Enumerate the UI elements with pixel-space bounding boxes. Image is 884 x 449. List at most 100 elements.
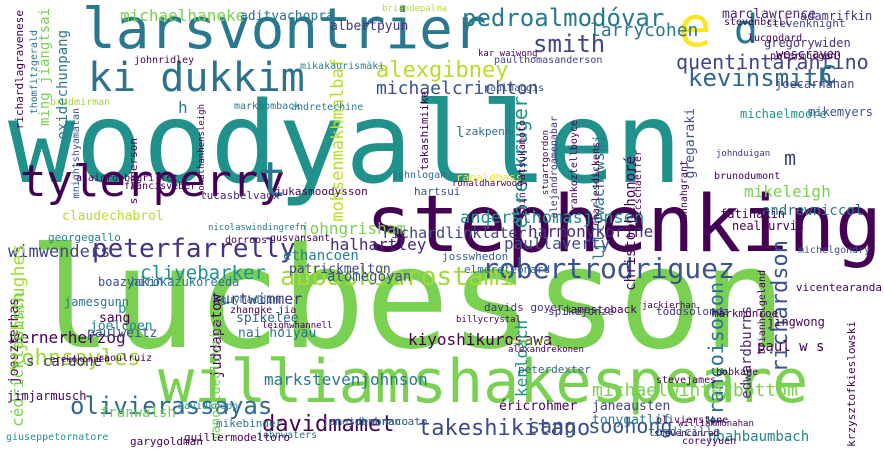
word-alejandroamenabar: alejandroamenabar xyxy=(549,116,560,219)
word-mikeleigh: mikeleigh xyxy=(744,182,831,201)
word-tylerperry: tylerperry xyxy=(20,156,285,207)
word-paulweitz: paulweitz xyxy=(87,326,158,341)
word-alexgibney: alexgibney xyxy=(376,58,509,83)
word-stevenbrill: stevenbrill xyxy=(724,17,791,28)
word-fatihakin: fatihakin xyxy=(720,207,786,221)
word-johnsayles: johnsayles xyxy=(8,346,141,371)
word-richardlinklater: richardlinklater xyxy=(382,224,527,242)
word-thomfitzgerald: thomfitzgerald xyxy=(29,30,40,115)
word-pedroalmod-var: pedroalmodóvar xyxy=(462,4,665,32)
word-bradmirman: bradmirman xyxy=(50,97,111,108)
word-zhangke-jia: zhangke jia xyxy=(230,305,297,316)
word-kiyoshikurosawa: kiyoshikurosawa xyxy=(408,330,553,349)
word-jukasmoodysson: jukasmoodysson xyxy=(275,185,368,198)
word-tonygatlif: tonygatlif xyxy=(592,413,671,428)
word-andrewniccol: andrewniccol xyxy=(762,203,864,219)
word-janeausten: janeausten xyxy=(592,399,671,414)
word-s-anderson: s anderson xyxy=(127,138,140,205)
word-michelgondry: michelgondry xyxy=(798,245,871,256)
word-josswhedon: josswhedon xyxy=(442,250,509,263)
word-tomdicillo: tomdicillo xyxy=(648,425,721,439)
word-smith: smith xyxy=(533,30,606,58)
word-elmoreleonard: elmoreleonard xyxy=(464,263,551,276)
word-fran-oisozon: françoisozon xyxy=(704,282,728,427)
word-m: m xyxy=(784,146,797,170)
word-ming-jiangtsai: ming jiangtsai xyxy=(37,8,53,127)
word-mikakaurism-ki: mikakaurismäki xyxy=(300,61,385,72)
word-hirokazukoreeda: hirokazukoreeda xyxy=(131,275,240,289)
word-brianhelgeland: brianhelgeland xyxy=(757,270,768,355)
word-peterfarrelly: peterfarrelly xyxy=(92,234,296,264)
word-olivierstone: olivierstone xyxy=(656,415,729,426)
word-woodyallen: woodyallen xyxy=(8,79,683,209)
word-nicolaswindingrefn: nicolaswindingrefn xyxy=(208,223,306,233)
word-williammonahan: williammonahan xyxy=(678,419,754,429)
word-andersthomasjensen: andersthomasjensen xyxy=(460,208,645,228)
word-harmonykorine: harmonykorine xyxy=(528,222,654,241)
word-guymaddin: guymaddin xyxy=(220,293,280,306)
word-giuseppetornatore: giuseppetornatore xyxy=(6,432,109,443)
word-c-dricklapisch: cédricklapisch xyxy=(8,292,27,427)
word-gusvansant: gusvansant xyxy=(270,233,331,244)
word-williamshakespeare: williamshakespeare xyxy=(158,347,809,417)
word-mikebinder: mikebinder xyxy=(216,417,283,430)
word-johnwaters: johnwaters xyxy=(257,430,318,441)
word-halhartley: halhartley xyxy=(330,235,427,254)
word-spikelee: spikelee xyxy=(236,311,299,326)
word-abbaskiarostami: abbaskiarostami xyxy=(280,262,515,292)
word-coreyyuen: coreyyuen xyxy=(682,436,737,447)
word-erekokonnen: erekokonnen xyxy=(50,355,110,365)
word-stuartgordon: stuartgordon xyxy=(541,130,551,196)
word-shin-yatsukamoto: shin'yatsukamoto xyxy=(517,120,528,217)
word-davidkoepp: davidkoepp xyxy=(178,401,239,412)
word-kevinsmith: kevinsmith xyxy=(688,64,833,92)
word-michaelmoore: michaelmoore xyxy=(740,107,827,121)
word-dorroos: dorroos xyxy=(225,235,268,246)
word-ki-dukkim: ki dukkim xyxy=(88,55,305,101)
word-leighwhannell: leighwhannell xyxy=(262,321,333,331)
word-michaelwinterbottom: michaelwinterbottom xyxy=(592,380,798,401)
word-s-cardone: s cardone xyxy=(26,354,102,370)
word-franwalsh: franwalsh xyxy=(100,405,176,421)
word-kenloach: kenloach xyxy=(512,320,531,398)
word-stevenconrad: stevenconrad xyxy=(654,429,720,439)
word-noahbaumbach: noahbaumbach xyxy=(708,429,810,445)
word-krzysztofkieslowski: krzysztofkieslowski xyxy=(845,321,858,447)
word-ericschaeffer: ericschaeffer xyxy=(633,150,644,229)
word-petermorgan: petermorgan xyxy=(770,51,837,62)
word-ethancoen: ethancoen xyxy=(283,248,359,264)
word-boazyakin: boazyakin xyxy=(98,275,164,289)
word-zakpenn: zakpenn xyxy=(465,125,512,138)
word-olivierassayas: olivierassayas xyxy=(70,392,273,420)
word-adamrifkin: adamrifkin xyxy=(800,9,873,23)
word-briandepalma: briandepalma xyxy=(382,4,448,14)
word-michaelcrichton: michaelcrichton xyxy=(376,78,539,99)
word-albertpyun: albertpyun xyxy=(330,19,409,34)
word-jingwong: jingwong xyxy=(767,315,825,329)
word-lucasbelvaux: lucasbelvaux xyxy=(200,189,280,202)
word-robertrodriguez: robertrodriguez xyxy=(482,252,735,285)
word-johnlogan: johnlogan xyxy=(392,170,447,181)
word-paul-w-s: paul w s xyxy=(757,339,825,355)
word-bobkane: bobkane xyxy=(716,367,759,378)
word-claudechabrol: claudechabrol xyxy=(62,209,164,224)
word-wimwenders: wimwenders xyxy=(8,242,111,262)
word-jamesgunn: jamesgunn xyxy=(64,295,130,309)
word-stevenknight: stevenknight xyxy=(766,17,846,30)
word-francisveber: francisveber xyxy=(124,181,197,192)
word-andretechine: andretechine xyxy=(291,102,364,113)
word-brunodumont: brunodumont xyxy=(714,171,781,182)
word-takeshikitano: takeshikitano xyxy=(418,416,591,441)
word-vicentearanda: vicentearanda xyxy=(795,281,882,294)
word-alainrobbegrillet: alainrobbegrillet xyxy=(76,173,179,184)
word-joelcoen: joelcoen xyxy=(90,319,153,334)
word-d: d xyxy=(734,7,759,53)
word-mikemyers: mikemyers xyxy=(808,105,874,119)
word-takashimiike: takashimiike xyxy=(418,91,431,171)
word-billycrystal: billycrystal xyxy=(456,315,522,325)
word-jamestoback: jamestoback xyxy=(564,303,637,316)
word-sang: sang xyxy=(99,311,131,326)
word-markmonroe: markmonroe xyxy=(712,307,779,320)
word-stephenking: stephenking xyxy=(365,180,882,270)
